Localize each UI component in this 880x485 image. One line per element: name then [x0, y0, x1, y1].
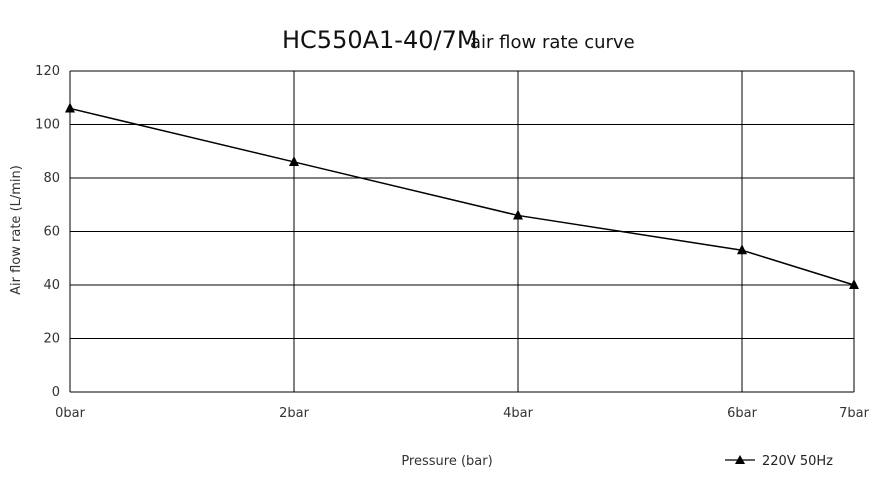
y-tick-label: 100 [35, 118, 60, 133]
y-tick-label: 60 [43, 225, 60, 240]
data-point-marker [737, 244, 747, 255]
x-tick-label: 0bar [55, 406, 85, 421]
chart-title: HC550A1-40/7M [282, 26, 478, 54]
y-tick-label: 80 [43, 171, 60, 186]
data-point-marker [65, 102, 75, 113]
y-tick-label: 120 [35, 64, 60, 79]
gridlines [69, 70, 855, 393]
series-line [69, 107, 855, 286]
y-tick-label: 20 [43, 332, 60, 347]
x-tick-label: 2bar [279, 406, 309, 421]
chart-subtitle: air flow rate curve [470, 32, 635, 53]
legend-marker [735, 455, 745, 464]
x-axis-label: Pressure (bar) [401, 454, 492, 469]
series-group [65, 102, 859, 289]
x-tick-label: 4bar [503, 406, 533, 421]
data-point-marker [289, 155, 299, 166]
data-point-marker [513, 209, 523, 220]
legend: 220V 50Hz [725, 454, 833, 469]
y-axis-label: Air flow rate (L/min) [9, 165, 24, 295]
y-tick-labels: 0 20 40 60 80 100 120 [35, 64, 60, 400]
x-tick-label: 6bar [727, 406, 757, 421]
data-point-marker [849, 279, 859, 289]
y-tick-label: 40 [43, 278, 60, 293]
x-tick-label: 7bar [839, 406, 869, 421]
legend-label: 220V 50Hz [762, 454, 833, 469]
y-tick-label: 0 [52, 385, 60, 400]
x-tick-labels: 0bar 2bar 4bar 6bar 7bar [55, 406, 869, 421]
